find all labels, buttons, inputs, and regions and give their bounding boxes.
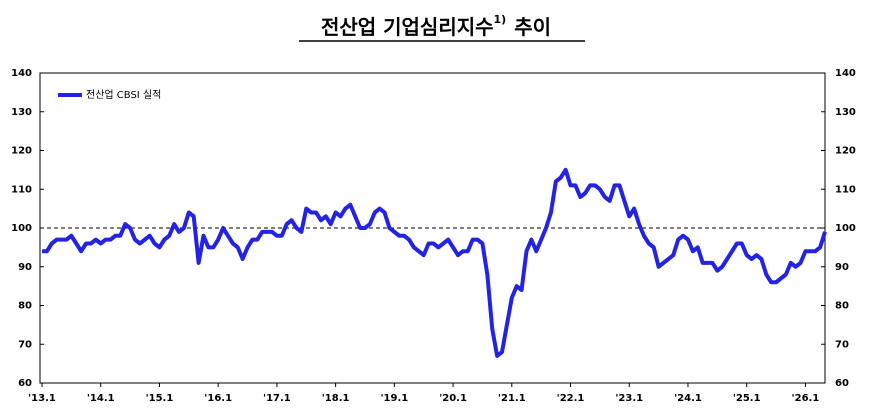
y-tick-label: 110 [11,184,32,195]
y2-tick-label: 120 [835,146,856,157]
y2-tick-label: 110 [835,184,856,195]
x-tick-label: '23.1 [615,393,643,404]
chart-title: 전산업 기업심리지수1) 추이 [321,13,551,39]
y-tick-label: 100 [11,223,32,234]
y-tick-label: 120 [11,146,32,157]
y2-tick-label: 90 [835,262,849,273]
x-tick-label: '16.1 [204,393,232,404]
x-tick-label: '19.1 [380,393,408,404]
title-superscript: 1) [494,13,507,26]
title-main: 전산업 기업심리지수 [321,15,494,39]
x-tick-label: '17.1 [263,393,291,404]
x-tick-label: '15.1 [146,393,174,404]
y2-tick-label: 100 [835,223,856,234]
y-tick-label: 80 [18,301,32,312]
y-tick-label: 90 [18,262,32,273]
y-tick-label: 60 [18,378,32,389]
y-tick-label: 70 [18,339,32,350]
series-line [42,167,827,358]
x-tick-label: '25.1 [733,393,761,404]
legend-label: 전산업 CBSI 실적 [86,88,161,101]
x-tick-label: '21.1 [498,393,526,404]
y-tick-label: 130 [11,107,32,118]
title-suffix: 추이 [514,15,551,39]
y2-tick-label: 130 [835,107,856,118]
x-tick-label: '26.1 [792,393,820,404]
y2-tick-label: 70 [835,339,849,350]
x-tick-label: '14.1 [87,393,115,404]
y-tick-label: 140 [11,68,32,79]
y2-tick-label: 140 [835,68,856,79]
x-tick-label: '20.1 [439,393,467,404]
x-tick-label: '24.1 [674,393,702,404]
x-tick-label: '22.1 [557,393,585,404]
x-tick-label: '18.1 [322,393,350,404]
x-tick-label: '13.1 [28,393,56,404]
y2-tick-label: 80 [835,301,849,312]
y2-tick-label: 60 [835,378,849,389]
